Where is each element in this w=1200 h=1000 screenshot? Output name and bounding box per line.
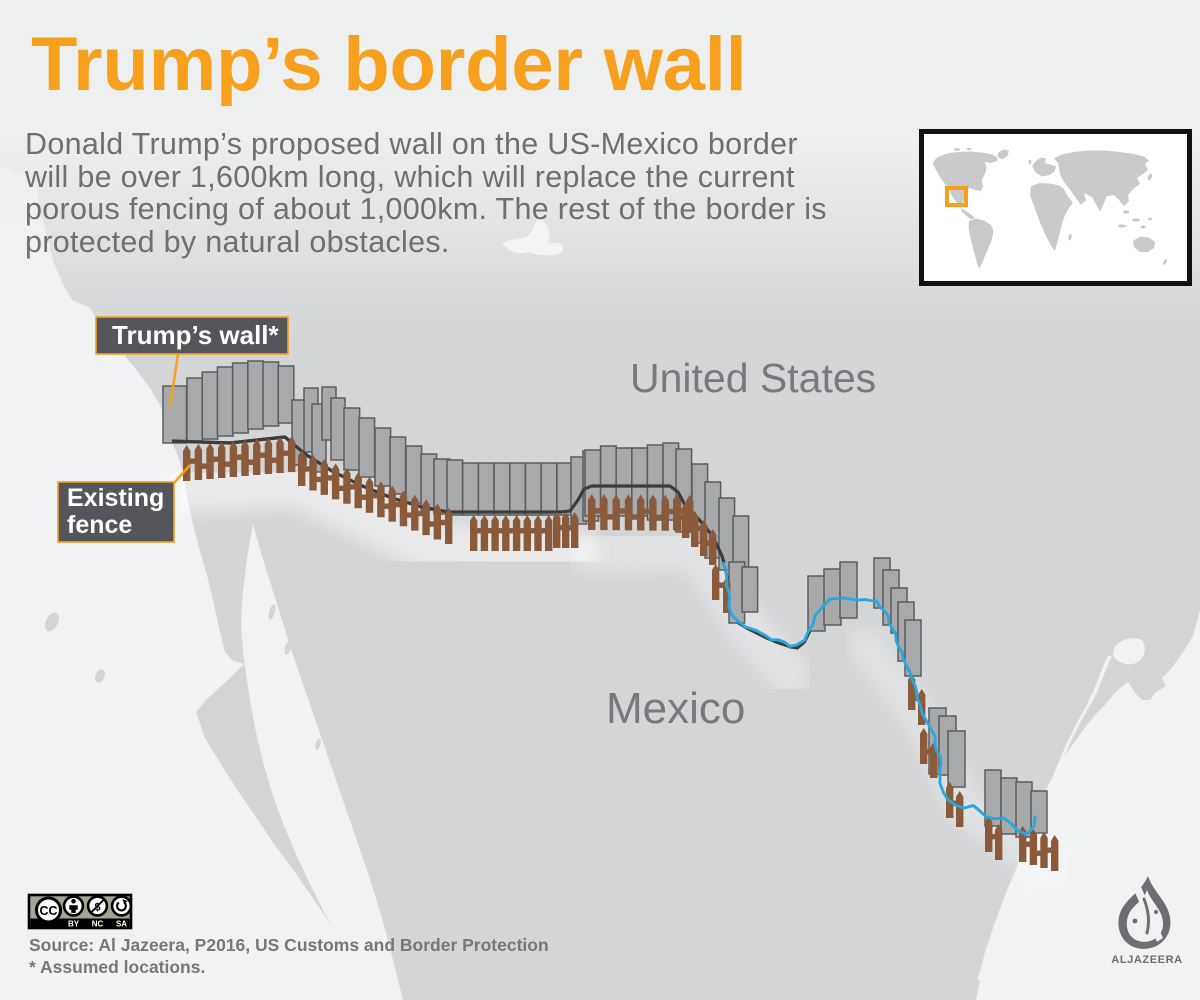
svg-text:BY: BY <box>68 919 80 928</box>
svg-text:Existing: Existing <box>67 484 164 512</box>
svg-text:Trump’s wall*: Trump’s wall* <box>112 320 280 350</box>
svg-text:CC: CC <box>39 904 57 918</box>
svg-text:$: $ <box>94 902 100 914</box>
svg-text:* Assumed locations.: * Assumed locations. <box>29 957 205 977</box>
svg-text:Source: Al Jazeera, P2016, US: Source: Al Jazeera, P2016, US Customs an… <box>29 935 549 955</box>
svg-text:SA: SA <box>116 919 127 928</box>
svg-text:United States: United States <box>630 355 876 401</box>
svg-text:fence: fence <box>67 511 132 539</box>
svg-text:ALJAZEERA: ALJAZEERA <box>1111 954 1182 966</box>
svg-text:NC: NC <box>92 919 104 928</box>
svg-text:Mexico: Mexico <box>606 684 745 733</box>
